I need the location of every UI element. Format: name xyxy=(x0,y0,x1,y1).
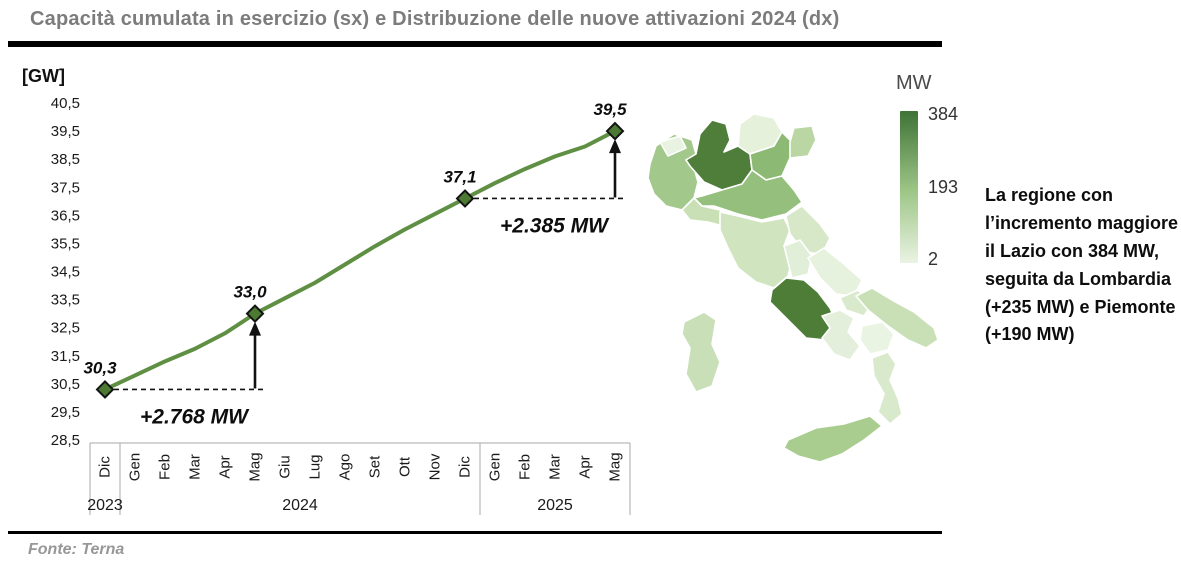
region-toscana xyxy=(719,211,793,289)
svg-text:Dic: Dic xyxy=(97,456,114,478)
legend-tick-min: 2 xyxy=(928,249,939,269)
svg-text:28,5: 28,5 xyxy=(51,432,80,449)
svg-text:40,5: 40,5 xyxy=(51,95,80,112)
svg-text:Feb: Feb xyxy=(157,454,174,480)
svg-text:34,5: 34,5 xyxy=(51,264,80,281)
svg-text:Gen: Gen xyxy=(127,453,144,481)
y-axis-unit-label: [GW] xyxy=(22,66,65,86)
svg-text:37,1: 37,1 xyxy=(443,167,476,186)
svg-text:33,0: 33,0 xyxy=(233,283,267,302)
svg-text:Mar: Mar xyxy=(547,454,564,480)
svg-text:32,5: 32,5 xyxy=(51,320,80,337)
svg-text:Mag: Mag xyxy=(607,452,624,481)
region-campania xyxy=(821,309,861,361)
svg-text:Apr: Apr xyxy=(577,455,594,478)
svg-text:30,3: 30,3 xyxy=(83,358,117,377)
svg-text:Mag: Mag xyxy=(247,452,264,481)
svg-text:Gen: Gen xyxy=(487,453,504,481)
legend-tick-max: 384 xyxy=(928,104,959,124)
map-legend: MW 384 193 2 xyxy=(880,72,1000,270)
svg-text:29,5: 29,5 xyxy=(51,404,80,421)
region-veneto xyxy=(749,131,793,181)
map-note-text: La regione con l’incremento maggiore è i… xyxy=(985,185,1181,345)
svg-text:35,5: 35,5 xyxy=(51,235,80,252)
svg-text:36,5: 36,5 xyxy=(51,207,80,224)
svg-text:+2.385 MW: +2.385 MW xyxy=(500,214,610,237)
svg-text:2024: 2024 xyxy=(282,497,318,514)
legend-title: MW xyxy=(896,72,932,94)
page-title: Capacità cumulata in esercizio (sx) e Di… xyxy=(30,8,840,30)
svg-text:39,5: 39,5 xyxy=(51,123,80,140)
region-sardegna xyxy=(681,311,721,393)
legend-gradient-bar xyxy=(900,111,918,263)
source-label: Fonte: Terna xyxy=(28,541,125,558)
region-abruzzo xyxy=(807,247,863,297)
svg-text:2023: 2023 xyxy=(87,497,123,514)
legend-tick-mid: 193 xyxy=(928,176,959,197)
svg-text:Dic: Dic xyxy=(457,456,474,478)
region-sicilia xyxy=(783,415,883,463)
footer-divider-bar xyxy=(8,531,942,534)
svg-text:Ago: Ago xyxy=(337,454,354,481)
svg-text:39,5: 39,5 xyxy=(593,100,627,119)
cumulative-capacity-line-chart: 40,5 39,5 38,5 37,5 36,5 35,5 34,5 33,5 32,5 31,5… xyxy=(20,60,644,522)
svg-text:38,5: 38,5 xyxy=(51,151,80,168)
svg-text:Giu: Giu xyxy=(277,455,294,478)
svg-text:Mar: Mar xyxy=(187,454,204,480)
region-emilia-romagna xyxy=(693,169,803,221)
svg-text:Nov: Nov xyxy=(427,453,444,480)
svg-text:Feb: Feb xyxy=(517,454,534,480)
svg-text:2025: 2025 xyxy=(537,497,573,514)
svg-text:Apr: Apr xyxy=(217,455,234,478)
region-puglia xyxy=(855,287,939,349)
svg-text:Set: Set xyxy=(367,455,384,478)
line-chart-canvas: 40,5 39,5 38,5 37,5 36,5 35,5 34,5 33,5 32,5 31,5… xyxy=(51,95,631,515)
region-friuli-venezia-giulia xyxy=(789,125,817,159)
title-divider-bar xyxy=(8,41,942,47)
svg-text:33,5: 33,5 xyxy=(51,292,80,309)
svg-text:Ott: Ott xyxy=(397,456,414,477)
italy-map-canvas xyxy=(647,113,939,463)
region-basilicata xyxy=(859,321,895,355)
svg-text:Lug: Lug xyxy=(307,454,324,479)
svg-text:+2.768 MW: +2.768 MW xyxy=(140,405,250,428)
italy-choropleth-map xyxy=(640,100,940,480)
svg-text:30,5: 30,5 xyxy=(51,376,80,393)
region-piemonte xyxy=(647,133,699,211)
region-valle-daosta xyxy=(659,135,687,157)
svg-text:37,5: 37,5 xyxy=(51,179,80,196)
svg-text:31,5: 31,5 xyxy=(51,348,80,365)
region-umbria xyxy=(783,239,813,279)
region-calabria xyxy=(871,351,903,425)
